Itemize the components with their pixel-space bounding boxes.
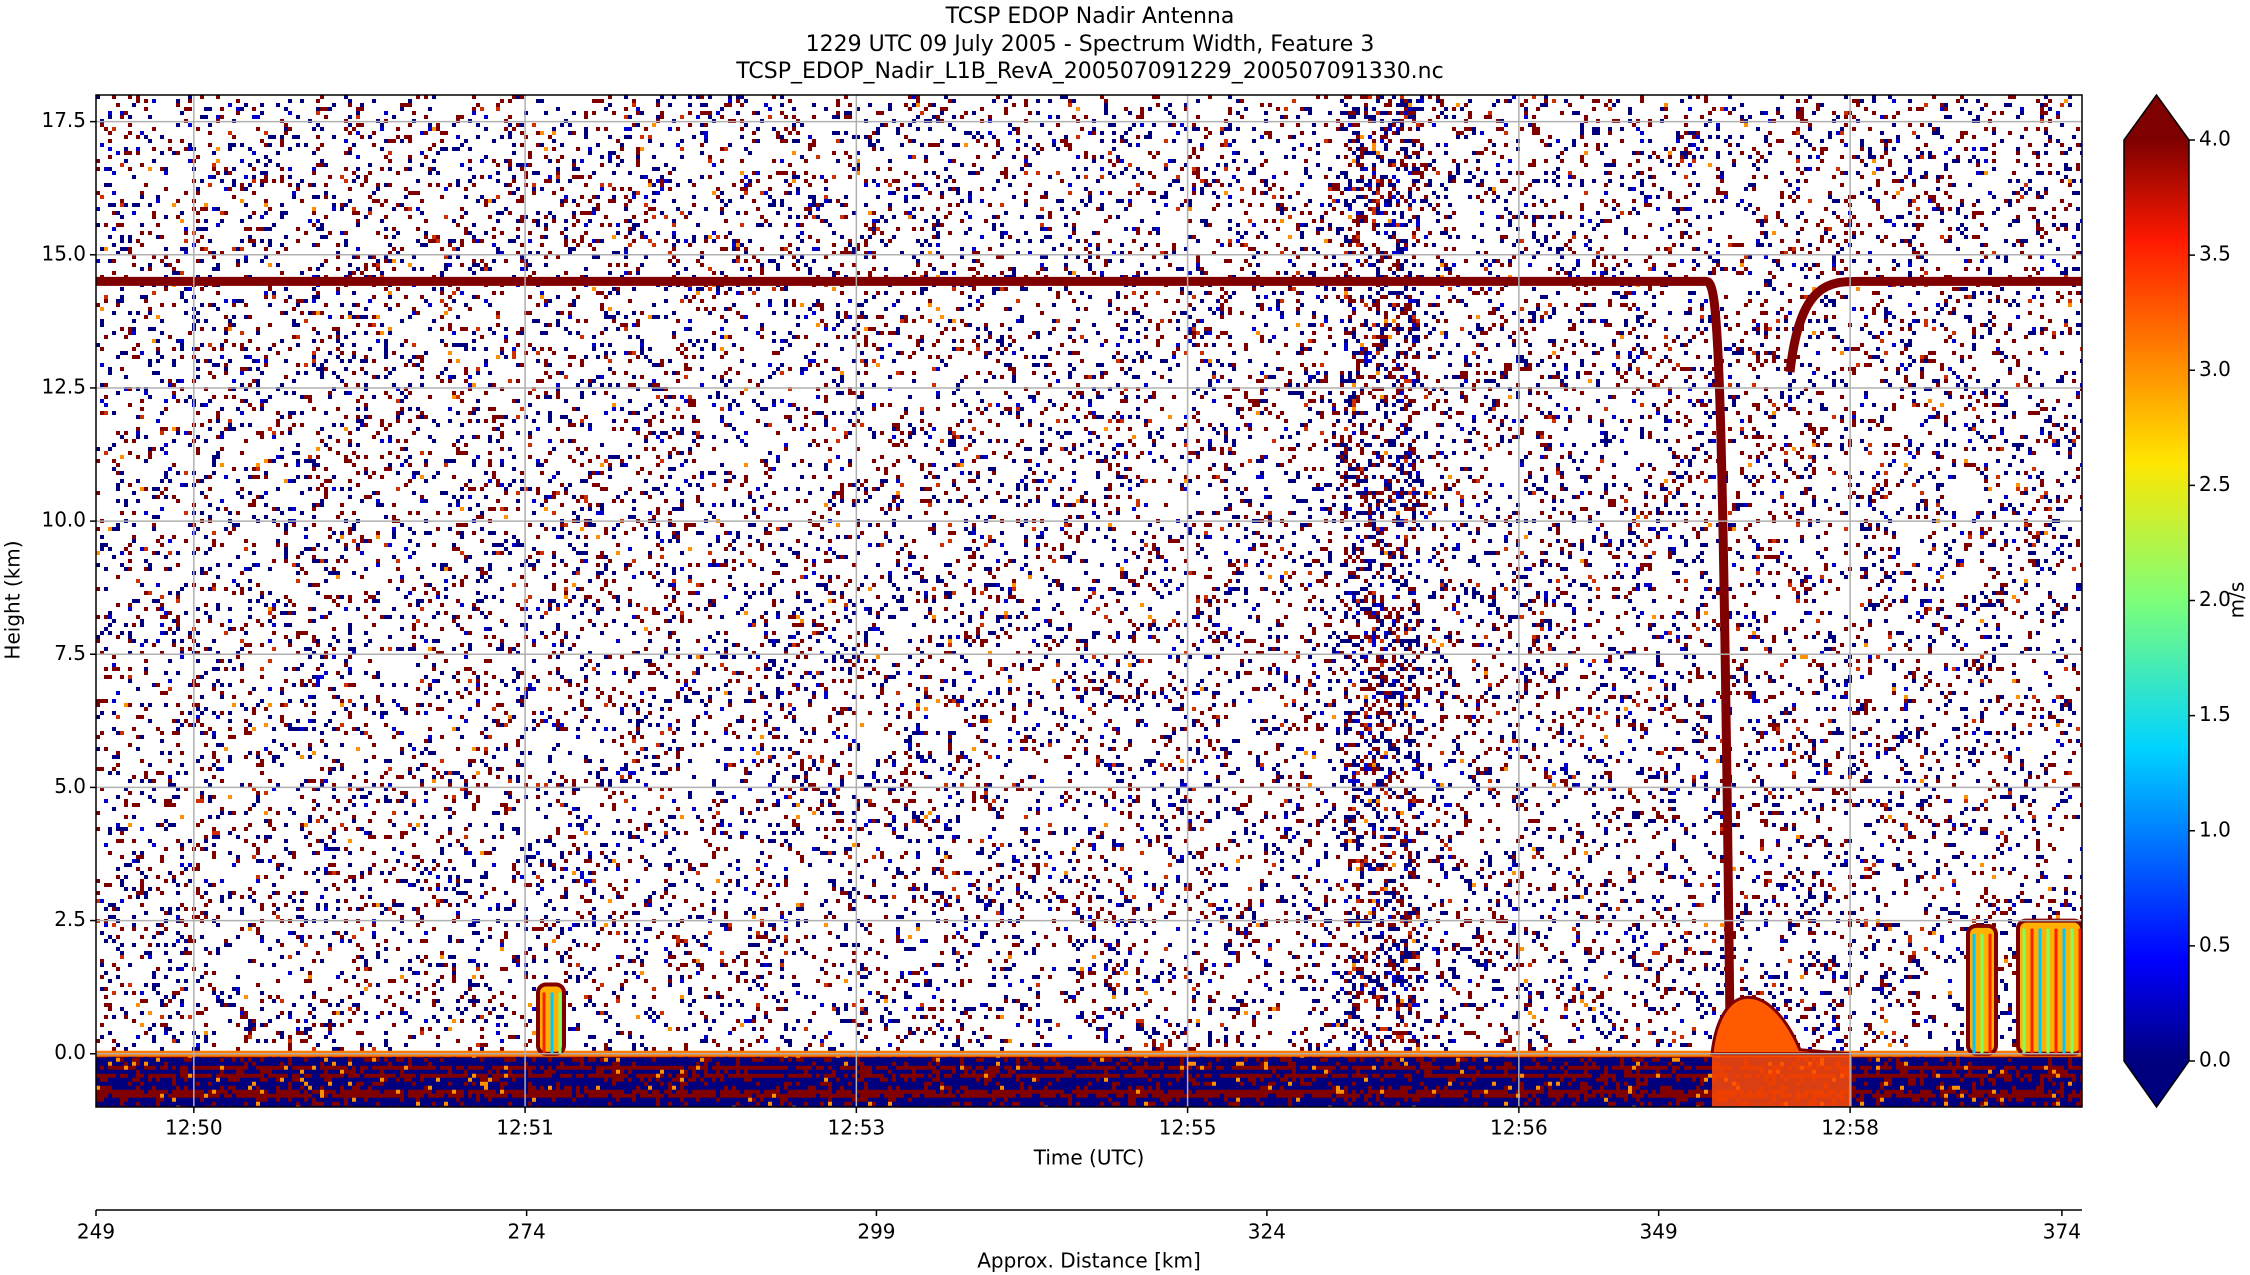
colorbar xyxy=(2124,140,2189,1061)
x-axis-label: Time (UTC) xyxy=(1033,1146,1145,1170)
y-tick-label: 5.0 xyxy=(54,774,86,798)
surface-echo xyxy=(1712,1053,1852,1107)
x-tick-label: 12:55 xyxy=(1159,1116,1217,1140)
colorbar-tick-label: 1.5 xyxy=(2199,702,2231,726)
y-tick-label: 2.5 xyxy=(54,907,86,931)
colorbar-tick-label: 2.5 xyxy=(2199,472,2231,496)
tropopause-echo xyxy=(1785,276,2082,373)
y-tick-label: 17.5 xyxy=(41,108,86,132)
plot-frame xyxy=(95,94,2083,1108)
colorbar-tick-label: 4.0 xyxy=(2199,127,2231,151)
colorbar-tick-label: 3.0 xyxy=(2199,357,2231,381)
y-tick-label: 12.5 xyxy=(41,374,86,398)
secondary-x-tick-label: 324 xyxy=(1248,1220,1286,1244)
y-tick-label: 0.0 xyxy=(54,1040,86,1064)
y-tick-label: 7.5 xyxy=(54,641,86,665)
colorbar-tick-label: 0.0 xyxy=(2199,1048,2231,1072)
tropopause-echo xyxy=(96,276,1735,1028)
colorbar-extend-bottom xyxy=(2124,1061,2189,1107)
x-tick-label: 12:58 xyxy=(1821,1116,1879,1140)
y-axis-label: Height (km) xyxy=(1,540,25,659)
chart-filename: TCSP_EDOP_Nadir_L1B_RevA_200507091229_20… xyxy=(735,59,1443,84)
colorbar-extend-top xyxy=(2124,95,2189,140)
colorbar-label: m/s xyxy=(2225,582,2249,619)
radar-field xyxy=(96,95,2082,1107)
secondary-x-tick-label: 349 xyxy=(1640,1220,1678,1244)
y-tick-label: 15.0 xyxy=(41,241,86,265)
x-tick-label: 12:56 xyxy=(1490,1116,1548,1140)
secondary-x-axis-label: Approx. Distance [km] xyxy=(977,1249,1201,1273)
secondary-x-tick-label: 249 xyxy=(77,1220,115,1244)
colorbar-tick-label: 3.5 xyxy=(2199,242,2231,266)
y-tick-label: 10.0 xyxy=(41,508,86,532)
x-tick-label: 12:50 xyxy=(165,1116,223,1140)
colorbar-tick-label: 2.0 xyxy=(2199,587,2231,611)
colorbar-tick-label: 1.0 xyxy=(2199,817,2231,841)
radar-noise xyxy=(96,95,2082,1055)
x-tick-label: 12:53 xyxy=(828,1116,886,1140)
secondary-x-tick-label: 374 xyxy=(2043,1220,2081,1244)
radar-noise xyxy=(96,95,2082,1107)
chart-title: TCSP EDOP Nadir Antenna xyxy=(945,4,1235,29)
colorbar-tick-label: 0.5 xyxy=(2199,932,2231,956)
x-tick-label: 12:51 xyxy=(496,1116,554,1140)
radar-noise xyxy=(96,95,2082,1055)
surface-mound xyxy=(1710,995,1851,1056)
secondary-x-tick-label: 274 xyxy=(508,1220,546,1244)
radar-noise xyxy=(96,99,2082,1107)
secondary-x-tick-label: 299 xyxy=(857,1220,895,1244)
chart-subtitle: 1229 UTC 09 July 2005 - Spectrum Width, … xyxy=(806,32,1375,57)
